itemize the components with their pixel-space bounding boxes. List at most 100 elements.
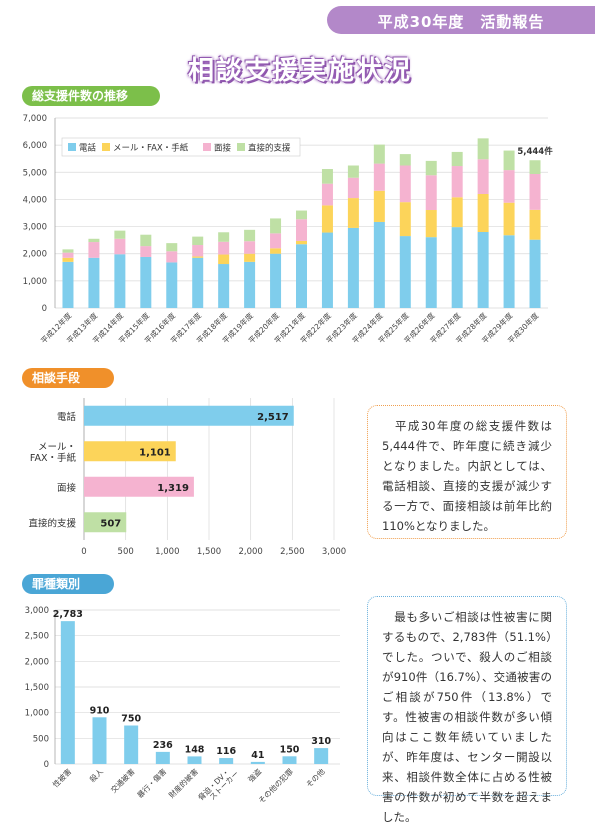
bar-value-label: 750 (121, 714, 141, 725)
legend-label: 直接的支援 (248, 143, 291, 154)
bar-segment (296, 240, 307, 245)
bar (60, 621, 75, 764)
bar-segment (192, 236, 204, 246)
bar-segment (192, 245, 204, 257)
x-tick-label: 2,000 (238, 547, 262, 557)
bar-segment (296, 244, 307, 308)
bar (84, 476, 194, 497)
page-title: 相談支援実施状況 (187, 56, 412, 86)
legend-box (61, 137, 301, 157)
bar-segment (347, 198, 359, 228)
crime-note: 最も多いご相談は性被害に関するもので、2,783件（51.1%）でした。ついで、… (367, 596, 567, 824)
bar-segment (399, 202, 411, 237)
bar-segment (477, 159, 489, 194)
bar-segment (399, 154, 411, 166)
y-tick-label: 0 (44, 760, 49, 770)
x-tick-label: その他 (304, 766, 327, 789)
bar-segment (166, 251, 178, 263)
x-tick-label: 強盗 (246, 766, 264, 784)
x-tick-label: 1,500 (197, 547, 221, 557)
bar-segment (347, 165, 359, 178)
y-tick-label: 1,500 (25, 683, 49, 693)
bar (155, 751, 170, 764)
bar-segment (451, 166, 463, 198)
bar-segment (88, 238, 100, 243)
bar-segment (451, 197, 463, 228)
bar-value-label: 310 (311, 736, 331, 747)
bar-segment (296, 210, 307, 220)
x-tick-label: 暴行・傷害 (135, 766, 169, 800)
bar-value-label: 507 (100, 518, 121, 529)
bar-segment (218, 232, 230, 242)
y-tick-label: 1,000 (25, 709, 49, 719)
bar-value-label: 2,783 (53, 609, 83, 620)
legend-swatch (102, 143, 110, 151)
category-label: 電話 (57, 411, 77, 423)
bar-segment (114, 230, 126, 239)
bar-segment (62, 261, 74, 308)
x-tick-label: その他の犯罪 (256, 766, 295, 805)
bar-segment (321, 232, 333, 308)
bar-segment (425, 210, 437, 238)
bar-segment (270, 253, 282, 308)
method-chart: 0 500 1,000 1,500 2,000 2,500 3,000 2,517 電話 1,10… (28, 398, 346, 557)
x-tick-label: 1,000 (155, 547, 179, 557)
bar-segment (244, 229, 256, 242)
legend-label: 面接 (214, 143, 232, 154)
bar (92, 717, 107, 764)
bar-segment (451, 227, 463, 308)
bar-segment (244, 261, 256, 308)
bar-segment (62, 252, 74, 258)
y-tick-label: 1,000 (23, 277, 47, 287)
y-tick-label: 7,000 (23, 114, 47, 124)
bar-segment (140, 256, 152, 308)
bar-segment (529, 160, 541, 174)
bar-value-label: 2,517 (257, 412, 289, 423)
crime-type-chart: 0 500 1,000 1,500 2,000 2,500 3,000 2,783 性被害 910… (25, 606, 340, 805)
section-method-label: 相談手段 (22, 368, 114, 388)
bar-segment (373, 221, 385, 308)
total-annotation: 5,444件 (517, 146, 553, 157)
bar-value-label: 148 (185, 744, 205, 755)
y-tick-label: 0 (42, 304, 47, 314)
bar-segment (477, 138, 489, 160)
legend-label: メール・FAX・手紙 (113, 143, 189, 154)
bar-segment (62, 257, 74, 262)
bar-segment (270, 218, 282, 234)
x-tick-label: 500 (118, 547, 134, 557)
bar-segment (270, 248, 282, 254)
bar (187, 756, 202, 764)
bar-value-label: 1,319 (157, 483, 189, 494)
bar-segment (321, 205, 333, 233)
bar-segment (244, 253, 256, 262)
y-tick-label: 4,000 (23, 195, 47, 205)
bar (250, 761, 265, 764)
bar-value-label: 910 (90, 705, 110, 716)
bar-segment (451, 151, 463, 167)
bar (84, 441, 176, 462)
bar-segment (321, 169, 333, 184)
y-tick-label: 3,000 (25, 606, 49, 616)
bar-segment (166, 243, 178, 252)
bar-segment (88, 257, 100, 308)
y-tick-label: 500 (33, 734, 49, 744)
bar-segment (218, 241, 230, 255)
bar-value-label: 116 (216, 746, 236, 757)
bar-segment (503, 235, 515, 308)
bar-value-label: 41 (251, 750, 264, 761)
bar-segment (503, 202, 515, 236)
legend-swatch (68, 143, 76, 151)
bar-segment (529, 209, 541, 240)
bar-segment (192, 256, 204, 258)
category-label: 直接的支援 (28, 517, 76, 529)
x-tick-label: 殺人 (87, 766, 105, 784)
bar (282, 756, 297, 764)
bar-segment (477, 232, 489, 308)
bar-segment (373, 144, 385, 164)
bar-segment (503, 150, 515, 171)
bar (84, 405, 294, 426)
bar-segment (373, 163, 385, 191)
bar-segment (140, 234, 152, 247)
bar-segment (296, 219, 307, 241)
bar-value-label: 1,101 (139, 447, 171, 458)
